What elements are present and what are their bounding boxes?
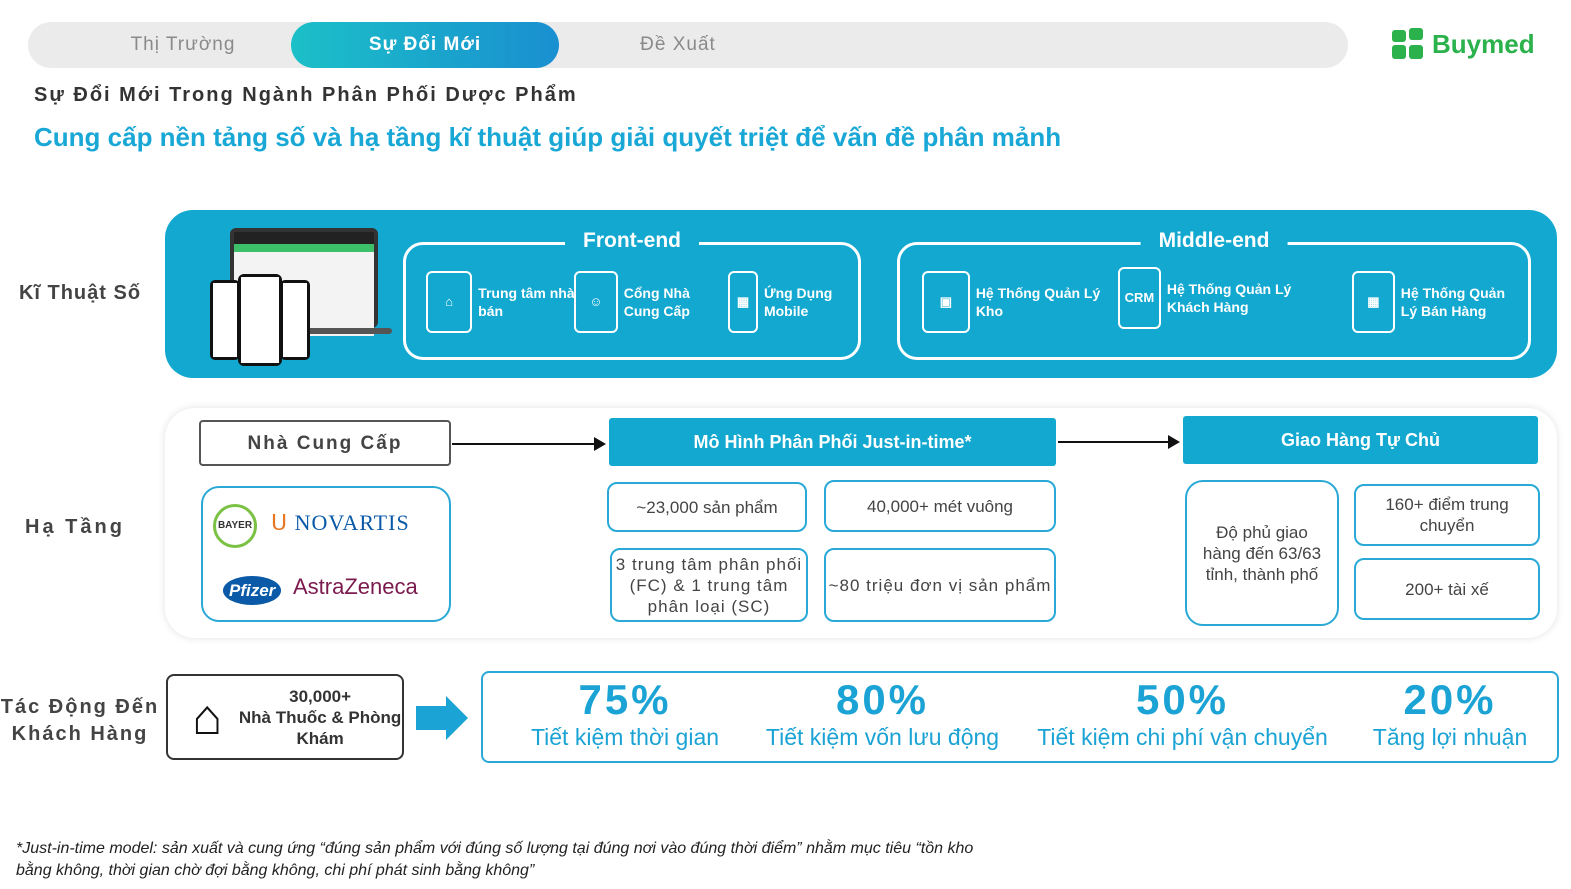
stat-profit: 20% Tăng lợi nhuận bbox=[1372, 676, 1528, 750]
middleend-group: Middle-end ▣ Hệ Thống Quản Lý Kho CRM Hệ T… bbox=[897, 229, 1531, 360]
delivery-header: Giao Hàng Tự Chủ bbox=[1183, 416, 1538, 464]
stat-time: 75% Tiết kiệm thời gian bbox=[530, 676, 720, 750]
customers-label: Nhà Thuốc & Phòng Khám bbox=[238, 707, 402, 748]
storefront-icon: ⌂ bbox=[426, 271, 473, 333]
supplier-box: Nhà Cung Cấp bbox=[199, 420, 451, 466]
stat-capital: 80% Tiết kiệm vốn lưu động bbox=[765, 676, 1000, 750]
partner-logos: BAYER ᑌ NOVARTIS Pfizer AstraZeneca bbox=[201, 486, 451, 622]
supplier-desk-icon: ☺ bbox=[574, 271, 618, 333]
tab-su-doi-moi[interactable]: Sự Đổi Mới bbox=[291, 22, 559, 68]
fact-drivers: 200+ tài xế bbox=[1354, 558, 1540, 620]
row-label-infra: Hạ Tầng bbox=[25, 516, 125, 538]
page-subtitle: Sự Đổi Mới Trong Ngành Phân Phối Dược Ph… bbox=[34, 84, 578, 106]
footnote: *Just-in-time model: sản xuất và cung ứn… bbox=[16, 840, 974, 879]
impact-arrow-icon bbox=[416, 706, 446, 730]
row-label-impact: Tác Động Đến Khách Hàng bbox=[0, 696, 160, 745]
brand-logo: Buymed bbox=[1392, 28, 1535, 60]
mobile-app-icon: ▦ bbox=[728, 271, 758, 333]
device-mockup-image bbox=[210, 228, 392, 366]
tab-thi-truong[interactable]: Thị Trường bbox=[130, 34, 236, 55]
customers-count: 30,000+ bbox=[289, 686, 352, 706]
customers-box: ⌂ 30,000+ Nhà Thuốc & Phòng Khám bbox=[166, 674, 404, 760]
buymed-logo-icon bbox=[1392, 28, 1423, 59]
pfizer-logo: Pfizer bbox=[223, 576, 282, 605]
fact-units: ~80 triệu đơn vị sản phẩm bbox=[824, 548, 1056, 622]
pos-terminal-icon: ▦ bbox=[1352, 271, 1395, 333]
novartis-logo: ᑌ NOVARTIS bbox=[271, 510, 410, 535]
fact-coverage: Độ phủ giao hàng đến 63/63 tỉnh, thành p… bbox=[1185, 480, 1339, 626]
fact-hubs: 160+ điểm trung chuyển bbox=[1354, 484, 1540, 546]
pharmacy-cross-icon: ⌂ bbox=[192, 689, 223, 745]
fact-centers: 3 trung tâm phân phối (FC) & 1 trung tâm… bbox=[610, 548, 808, 622]
arrow-right bbox=[452, 437, 606, 451]
middleend-title: Middle-end bbox=[1140, 229, 1288, 253]
middleend-item-crm: CRM Hệ Thống Quản Lý Khách Hàng bbox=[1118, 267, 1318, 329]
bayer-logo: BAYER bbox=[213, 504, 257, 548]
fact-products: ~23,000 sản phẩm bbox=[607, 482, 807, 532]
warehouse-icon: ▣ bbox=[922, 271, 970, 333]
tab-bar: Thị Trường Sự Đổi Mới Đề Xuất bbox=[28, 22, 1348, 68]
frontend-item-mobile-app: ▦ Ứng Dụng Mobile bbox=[728, 271, 848, 333]
jit-model-header: Mô Hình Phân Phối Just-in-time* bbox=[609, 418, 1056, 466]
page-title: Cung cấp nền tảng số và hạ tầng kĩ thuật… bbox=[34, 122, 1062, 152]
middleend-item-warehouse: ▣ Hệ Thống Quản Lý Kho bbox=[922, 271, 1102, 333]
brand-name: Buymed bbox=[1432, 28, 1535, 59]
arrow-right bbox=[1058, 435, 1180, 449]
crm-icon: CRM bbox=[1118, 267, 1161, 329]
tab-de-xuat[interactable]: Đề Xuất bbox=[640, 34, 716, 55]
frontend-title: Front-end bbox=[565, 229, 699, 253]
frontend-group: Front-end ⌂ Trung tâm nhà bán ☺ Cổng Nhà C… bbox=[403, 229, 861, 360]
middleend-item-pos: ▦ Hệ Thống Quản Lý Bán Hàng bbox=[1352, 271, 1522, 333]
frontend-item-supplier-portal: ☺ Cổng Nhà Cung Cấp bbox=[574, 271, 724, 333]
fact-area: 40,000+ mét vuông bbox=[824, 480, 1056, 532]
stats-box bbox=[481, 671, 1559, 763]
digital-panel: Front-end ⌂ Trung tâm nhà bán ☺ Cổng Nhà C… bbox=[165, 210, 1557, 378]
row-label-digital: Kĩ Thuật Số bbox=[18, 282, 142, 304]
frontend-item-seller-center: ⌂ Trung tâm nhà bán bbox=[426, 271, 576, 333]
astrazeneca-logo: AstraZeneca bbox=[293, 574, 418, 599]
impact-arrow-head bbox=[446, 696, 468, 740]
stat-shipping: 50% Tiết kiệm chi phí vận chuyển bbox=[1037, 676, 1328, 750]
